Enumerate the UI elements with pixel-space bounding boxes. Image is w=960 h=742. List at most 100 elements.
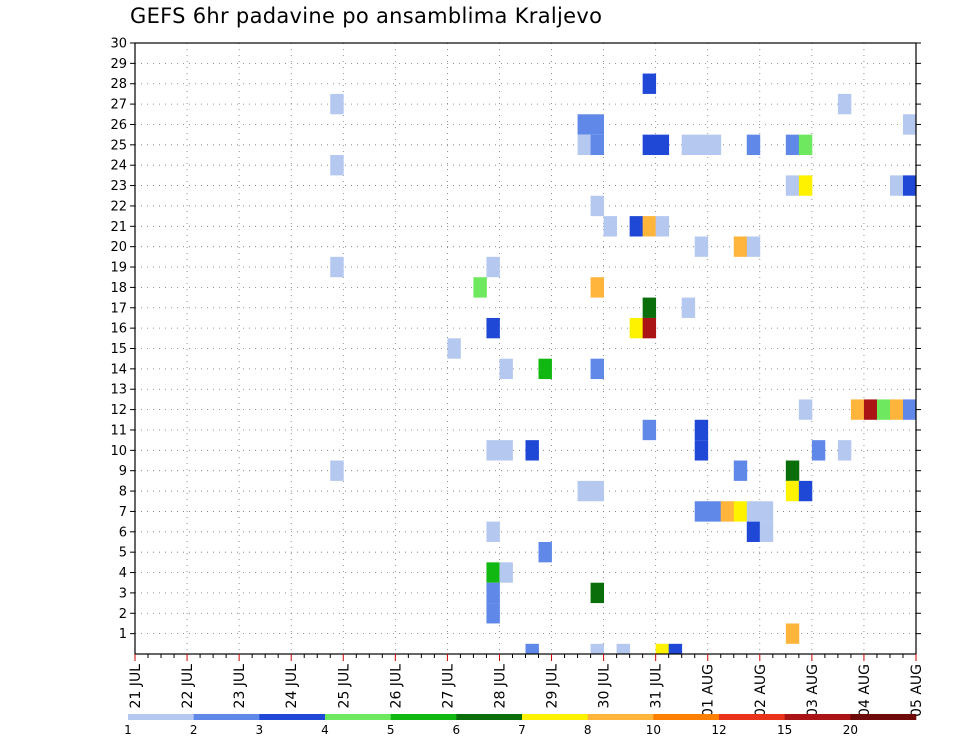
heatmap-cell	[681, 297, 696, 318]
heatmap-cell	[629, 317, 644, 339]
heatmap-cell	[759, 501, 774, 522]
y-axis: 1234567891011121314151617181920212223242…	[110, 37, 921, 642]
legend-swatch	[719, 714, 785, 720]
legend-swatch	[193, 714, 260, 720]
heatmap-cell	[603, 216, 618, 237]
heatmap-cell	[447, 338, 461, 359]
heatmap-cell	[642, 419, 657, 441]
legend-label: 7	[518, 723, 526, 737]
heatmap-cell	[486, 440, 500, 461]
y-tick-label: 30	[110, 37, 127, 52]
heatmap-cell	[798, 480, 813, 502]
heatmap-cell	[642, 216, 657, 237]
legend-label: 12	[711, 723, 726, 737]
legend-swatch	[522, 714, 588, 720]
heatmap-cell	[694, 501, 709, 522]
y-tick-label: 14	[110, 362, 127, 377]
x-axis: 21 JUL 22 JUL 23 JUL 24 JUL 25 JUL 26 JUL 27 J…	[128, 654, 925, 717]
heatmap-cell	[525, 643, 539, 654]
heatmap-cell	[694, 134, 709, 156]
heatmap-cell	[668, 643, 683, 654]
x-tick-label: 29 JUL	[545, 664, 561, 709]
heatmap-cell	[499, 440, 513, 461]
heatmap-cell	[733, 236, 748, 257]
y-tick-label: 8	[119, 485, 127, 500]
heatmap-cell	[720, 501, 735, 522]
heatmap-cell	[837, 440, 852, 461]
heatmap-cell	[590, 582, 604, 604]
y-tick-label: 6	[119, 525, 127, 540]
y-tick-label: 13	[110, 383, 127, 398]
chart-title: GEFS 6hr padavine po ansamblima Kraljevo	[130, 4, 603, 28]
heatmap-cell	[785, 480, 800, 502]
y-tick-label: 4	[119, 566, 127, 581]
y-tick-label: 7	[119, 505, 127, 520]
heatmap-cell	[850, 399, 865, 420]
heatmap-cell	[486, 603, 500, 624]
legend-swatch	[587, 714, 654, 720]
y-tick-label: 15	[110, 342, 127, 357]
heatmap-cell	[863, 399, 878, 420]
legend-swatch	[259, 714, 326, 720]
heatmap-cell	[486, 582, 500, 604]
heatmap-cell	[811, 440, 826, 461]
heatmap-cell	[590, 277, 604, 298]
x-tick-label: 28 JUL	[492, 664, 508, 709]
heatmap-cell	[590, 114, 604, 135]
heatmap-cell	[655, 216, 670, 237]
heatmap-cell	[798, 399, 813, 420]
y-tick-label: 5	[119, 546, 127, 561]
legend-swatch	[784, 714, 851, 720]
y-tick-label: 29	[110, 57, 127, 72]
y-tick-label: 23	[110, 179, 127, 194]
legend-label: 8	[584, 723, 592, 737]
y-tick-label: 18	[110, 281, 127, 296]
legend-swatch	[325, 714, 391, 720]
heatmap-cell	[590, 358, 604, 380]
y-tick-label: 17	[110, 301, 127, 316]
legend-label: 4	[321, 723, 329, 737]
legend-label: 1	[124, 723, 132, 737]
heatmap-cell	[486, 256, 500, 278]
y-tick-label: 3	[119, 586, 127, 601]
legend-swatch	[128, 714, 194, 720]
heatmap-cell	[577, 114, 591, 135]
legend-label: 15	[777, 723, 792, 737]
heatmap-cell	[785, 623, 800, 644]
heatmap-cell	[733, 501, 748, 522]
heatmap-cell	[902, 399, 917, 420]
y-tick-label: 20	[110, 240, 127, 255]
heatmap-cell	[642, 317, 657, 339]
legend-swatch	[456, 714, 523, 720]
heatmap-cell	[330, 155, 344, 176]
heatmap-cell	[707, 501, 722, 522]
heatmap-cell	[499, 358, 513, 380]
heatmap-cell	[590, 134, 604, 156]
heatmap-cell	[785, 134, 800, 156]
x-tick-label: 30 JUL	[597, 664, 613, 709]
y-tick-label: 27	[110, 98, 127, 113]
heatmap-cell	[629, 216, 644, 237]
heatmap-cell	[642, 73, 657, 94]
legend-label: 5	[387, 723, 395, 737]
heatmap-cell	[694, 419, 709, 441]
y-tick-label: 1	[119, 627, 127, 642]
heatmap-cell	[889, 399, 904, 420]
heatmap-cells	[330, 73, 917, 654]
heatmap-cell	[785, 175, 800, 196]
heatmap-cell	[642, 297, 657, 318]
heatmap-cell	[733, 460, 748, 481]
y-tick-label: 10	[110, 444, 127, 459]
heatmap-cell	[486, 317, 500, 339]
heatmap-cell	[590, 643, 604, 654]
heatmap-cell	[499, 562, 513, 583]
heatmap-cell	[902, 175, 917, 196]
heatmap-cell	[655, 643, 670, 654]
heatmap-cell	[577, 480, 591, 502]
heatmap-cell	[681, 134, 696, 156]
legend-swatch	[653, 714, 720, 720]
x-tick-label: 24 JUL	[284, 664, 300, 709]
y-tick-label: 26	[110, 118, 127, 133]
heatmap-cell	[473, 277, 487, 298]
